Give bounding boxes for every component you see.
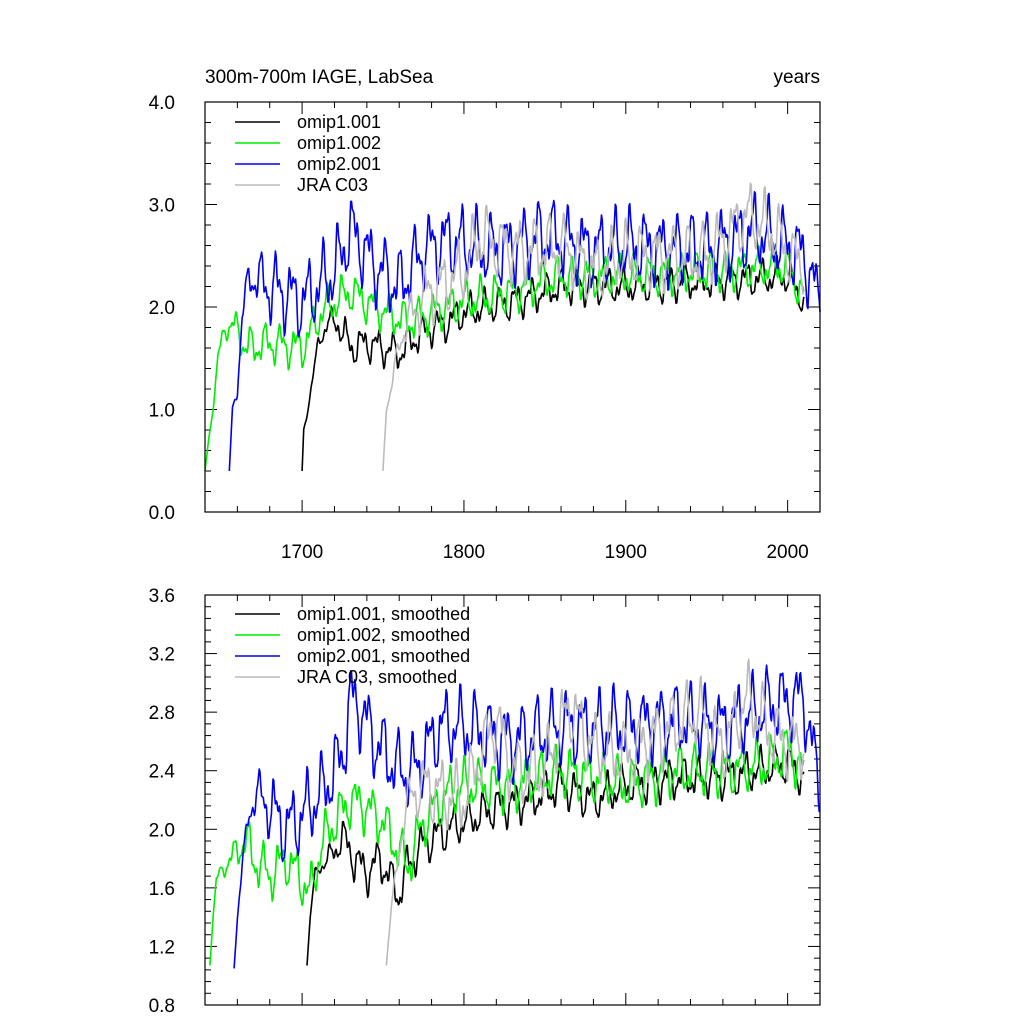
bottom-y-tick-label: 3.2: [149, 645, 175, 666]
bottom-y-tick-label: 2.0: [149, 820, 175, 841]
top-y-tick-label: 0.0: [149, 503, 175, 524]
top-legend-label: JRA C03: [297, 175, 368, 195]
bottom-series-line-0: [306, 742, 805, 966]
top-x-tick-label: 1900: [605, 542, 647, 563]
bottom-series-line-1: [209, 729, 805, 966]
top-series-line-2: [228, 191, 821, 472]
top-series-line-3: [382, 182, 805, 472]
bottom-series-line-3: [385, 658, 805, 966]
top-legend-label: omip1.001: [297, 112, 381, 132]
top-y-tick-label: 4.0: [149, 93, 175, 114]
top-legend-label: omip1.002: [297, 133, 381, 153]
bottom-legend-label: omip1.002, smoothed: [297, 625, 470, 645]
bottom-y-tick-label: 2.4: [149, 762, 176, 783]
bottom-plot-frame: [204, 594, 821, 1006]
top-y-tick-label: 1.0: [149, 401, 175, 422]
top-chart-title: 300m-700m IAGE, LabSea: [205, 67, 434, 88]
bottom-chart-panel: 0.8 1.2 1.6 2.0 2.4 2.8 3.2 3.6 omip1.001, smoo…: [149, 586, 821, 1017]
bottom-series-line-2: [233, 664, 821, 969]
top-legend-label: omip2.001: [297, 154, 381, 174]
bottom-legend-label: omip1.001, smoothed: [297, 604, 470, 624]
bottom-y-tick-label: 1.2: [149, 937, 175, 958]
bottom-legend-label: JRA C03, smoothed: [297, 667, 457, 687]
bottom-y-tick-label: 3.6: [149, 586, 175, 607]
top-y-tick-label: 3.0: [149, 196, 175, 217]
bottom-y-tick-label: 0.8: [149, 996, 175, 1017]
top-series-line-0: [301, 254, 805, 472]
bottom-y-tick-label: 2.8: [149, 703, 175, 724]
top-x-tick-label: 1700: [281, 542, 323, 563]
top-x-tick-label: 2000: [766, 542, 808, 563]
top-chart-panel: 300m-700m IAGE, LabSea years 1700 1800 190…: [149, 67, 821, 563]
top-x-tick-label: 1800: [443, 542, 485, 563]
top-series-line-1: [204, 241, 805, 472]
bottom-y-tick-label: 1.6: [149, 879, 175, 900]
top-plot-frame: [204, 101, 821, 513]
top-y-tick-label: 2.0: [149, 298, 175, 319]
top-chart-units: years: [774, 67, 820, 88]
bottom-legend-label: omip2.001, smoothed: [297, 646, 470, 666]
